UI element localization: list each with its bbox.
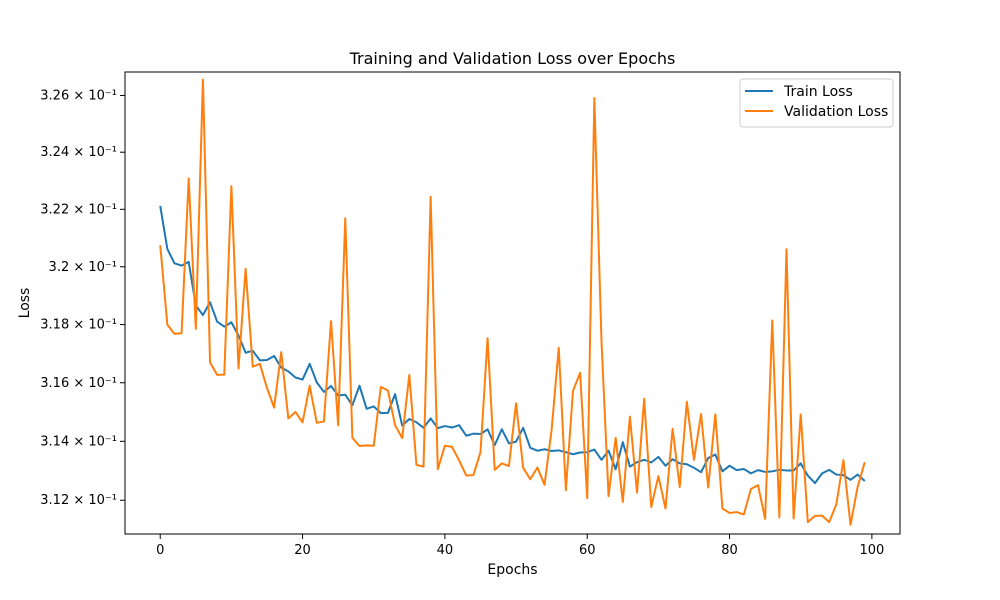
chart-title: Training and Validation Loss over Epochs (349, 49, 676, 68)
y-tick-label: 3.16 × 10⁻¹ (40, 376, 117, 391)
y-tick-label: 3.26 × 10⁻¹ (40, 88, 117, 103)
x-tick-label: 20 (294, 543, 311, 558)
y-tick-label: 3.22 × 10⁻¹ (40, 202, 117, 217)
legend-box (739, 78, 894, 128)
x-tick-label: 40 (437, 543, 454, 558)
x-axis-label: Epochs (487, 562, 537, 578)
plot-frame (124, 71, 901, 535)
x-tick-label: 100 (859, 543, 884, 558)
y-tick-label: 3.24 × 10⁻¹ (40, 145, 117, 160)
legend: Train Loss Validation Loss (739, 78, 894, 128)
x-tick-label: 80 (721, 543, 738, 558)
plot-area (124, 71, 901, 535)
y-tick-label: 3.12 × 10⁻¹ (40, 493, 117, 508)
x-axis: 0 20 40 60 80 100 (156, 534, 884, 558)
series-line-validation-loss (159, 78, 866, 526)
y-axis: 3.12 × 10⁻¹ 3.14 × 10⁻¹ 3.16 × 10⁻¹ 3.18 × … (40, 88, 125, 508)
series-layer (159, 78, 866, 526)
legend-label-train-loss: Train Loss (783, 84, 853, 100)
y-tick-label: 3.18 × 10⁻¹ (40, 318, 117, 333)
x-tick-label: 0 (156, 543, 164, 558)
y-axis-label: Loss (17, 288, 33, 319)
legend-label-validation-loss: Validation Loss (784, 104, 888, 120)
y-tick-label: 3.2 × 10⁻¹ (49, 260, 117, 275)
y-tick-label: 3.14 × 10⁻¹ (40, 434, 117, 449)
x-tick-label: 60 (579, 543, 596, 558)
